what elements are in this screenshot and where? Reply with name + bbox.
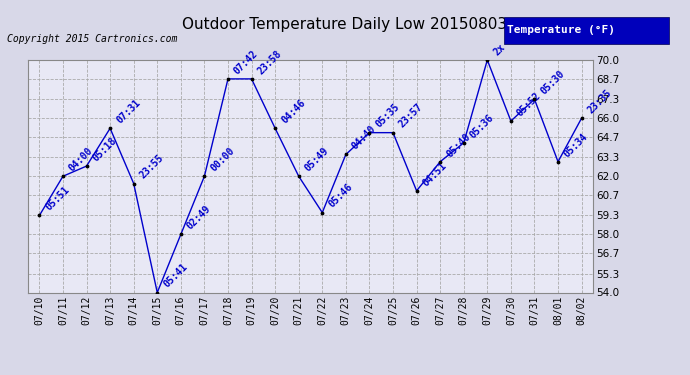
Text: 23:35: 23:35 <box>586 87 613 116</box>
Text: 04:46: 04:46 <box>279 98 307 126</box>
Text: 02:49: 02:49 <box>185 204 213 232</box>
Text: 23:57: 23:57 <box>397 102 425 130</box>
Text: 2x: 2x <box>491 42 507 57</box>
Text: 04:40: 04:40 <box>350 124 378 152</box>
Text: 05:51: 05:51 <box>43 185 71 213</box>
Text: 04:51: 04:51 <box>421 160 448 188</box>
Text: 05:41: 05:41 <box>161 262 189 290</box>
Text: 04:00: 04:00 <box>67 146 95 174</box>
Text: 23:58: 23:58 <box>256 48 284 76</box>
Text: 05:36: 05:36 <box>468 112 495 140</box>
Text: 07:42: 07:42 <box>232 48 260 76</box>
Text: 07:31: 07:31 <box>115 98 142 126</box>
Text: 05:30: 05:30 <box>539 69 566 96</box>
Text: 05:35: 05:35 <box>373 102 402 130</box>
Text: 00:00: 00:00 <box>208 146 237 174</box>
Text: 05:18: 05:18 <box>90 135 119 163</box>
Text: 05:34: 05:34 <box>562 131 590 159</box>
Text: 05:49: 05:49 <box>303 146 331 174</box>
Text: 05:46: 05:46 <box>326 182 354 210</box>
Text: 05:40: 05:40 <box>444 131 472 159</box>
Text: Copyright 2015 Cartronics.com: Copyright 2015 Cartronics.com <box>7 34 177 44</box>
Text: Temperature (°F): Temperature (°F) <box>507 26 615 35</box>
Text: 05:52: 05:52 <box>515 90 543 118</box>
Text: Outdoor Temperature Daily Low 20150803: Outdoor Temperature Daily Low 20150803 <box>182 17 508 32</box>
Text: 23:55: 23:55 <box>138 153 166 181</box>
